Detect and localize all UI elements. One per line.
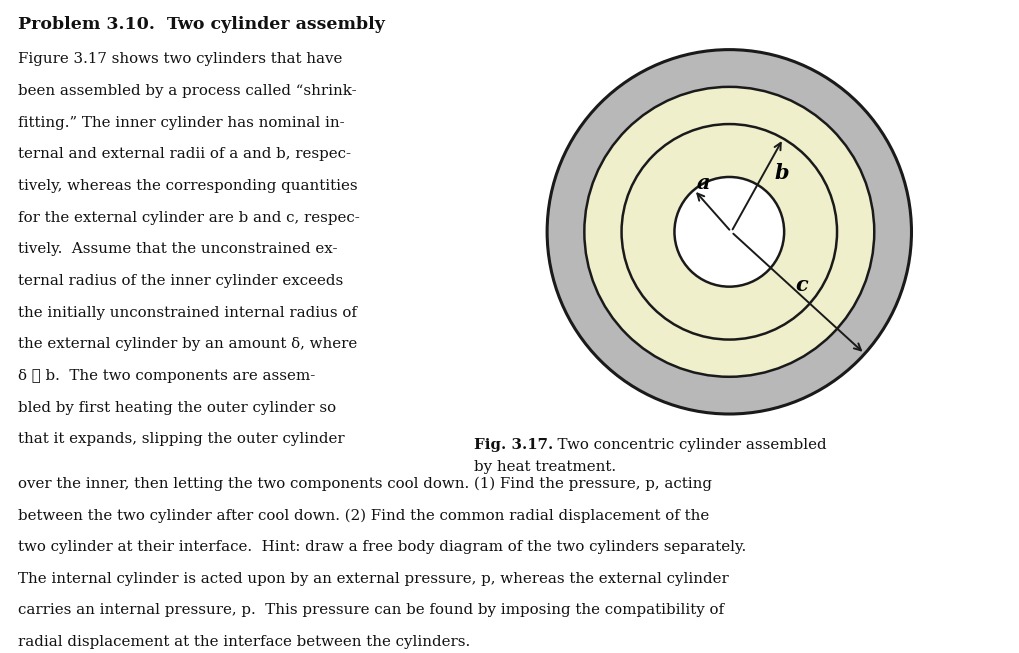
Text: Fig. 3.17.: Fig. 3.17. — [474, 438, 553, 451]
Text: ternal and external radii of a and b, respec-: ternal and external radii of a and b, re… — [18, 148, 351, 161]
Text: for the external cylinder are b and c, respec-: for the external cylinder are b and c, r… — [18, 210, 360, 225]
Text: fitting.” The inner cylinder has nominal in-: fitting.” The inner cylinder has nominal… — [18, 116, 344, 129]
Text: δ ≪ b.  The two components are assem-: δ ≪ b. The two components are assem- — [18, 369, 315, 383]
Circle shape — [621, 124, 837, 340]
Circle shape — [546, 50, 911, 414]
Text: Two concentric cylinder assembled: Two concentric cylinder assembled — [547, 438, 825, 451]
Text: been assembled by a process called “shrink-: been assembled by a process called “shri… — [18, 84, 357, 98]
Text: tively.  Assume that the unconstrained ex-: tively. Assume that the unconstrained ex… — [18, 242, 337, 256]
Text: over the inner, then letting the two components cool down. (1) Find the pressure: over the inner, then letting the two com… — [18, 477, 711, 491]
Text: radial displacement at the interface between the cylinders.: radial displacement at the interface bet… — [18, 635, 470, 649]
Text: two cylinder at their interface.  Hint: draw a free body diagram of the two cyli: two cylinder at their interface. Hint: d… — [18, 540, 746, 554]
Circle shape — [674, 177, 784, 287]
Text: The internal cylinder is acted upon by an external pressure, p, whereas the exte: The internal cylinder is acted upon by a… — [18, 572, 729, 586]
Text: by heat treatment.: by heat treatment. — [474, 460, 615, 474]
Text: that it expands, slipping the outer cylinder: that it expands, slipping the outer cyli… — [18, 432, 344, 446]
Text: carries an internal pressure, p.  This pressure can be found by imposing the com: carries an internal pressure, p. This pr… — [18, 603, 723, 617]
Text: Figure 3.17 shows two cylinders that have: Figure 3.17 shows two cylinders that hav… — [18, 52, 342, 66]
Text: Problem 3.10.  Two cylinder assembly: Problem 3.10. Two cylinder assembly — [18, 16, 385, 33]
Circle shape — [584, 87, 873, 377]
Text: a: a — [696, 173, 710, 193]
Text: bled by first heating the outer cylinder so: bled by first heating the outer cylinder… — [18, 400, 336, 415]
Text: tively, whereas the corresponding quantities: tively, whereas the corresponding quanti… — [18, 179, 358, 193]
Text: between the two cylinder after cool down. (2) Find the common radial displacemen: between the two cylinder after cool down… — [18, 508, 709, 523]
Text: the external cylinder by an amount δ, where: the external cylinder by an amount δ, wh… — [18, 337, 358, 351]
Text: c: c — [795, 275, 807, 295]
Text: ternal radius of the inner cylinder exceeds: ternal radius of the inner cylinder exce… — [18, 274, 343, 288]
Text: b: b — [774, 163, 789, 183]
Text: the initially unconstrained internal radius of: the initially unconstrained internal rad… — [18, 306, 357, 319]
